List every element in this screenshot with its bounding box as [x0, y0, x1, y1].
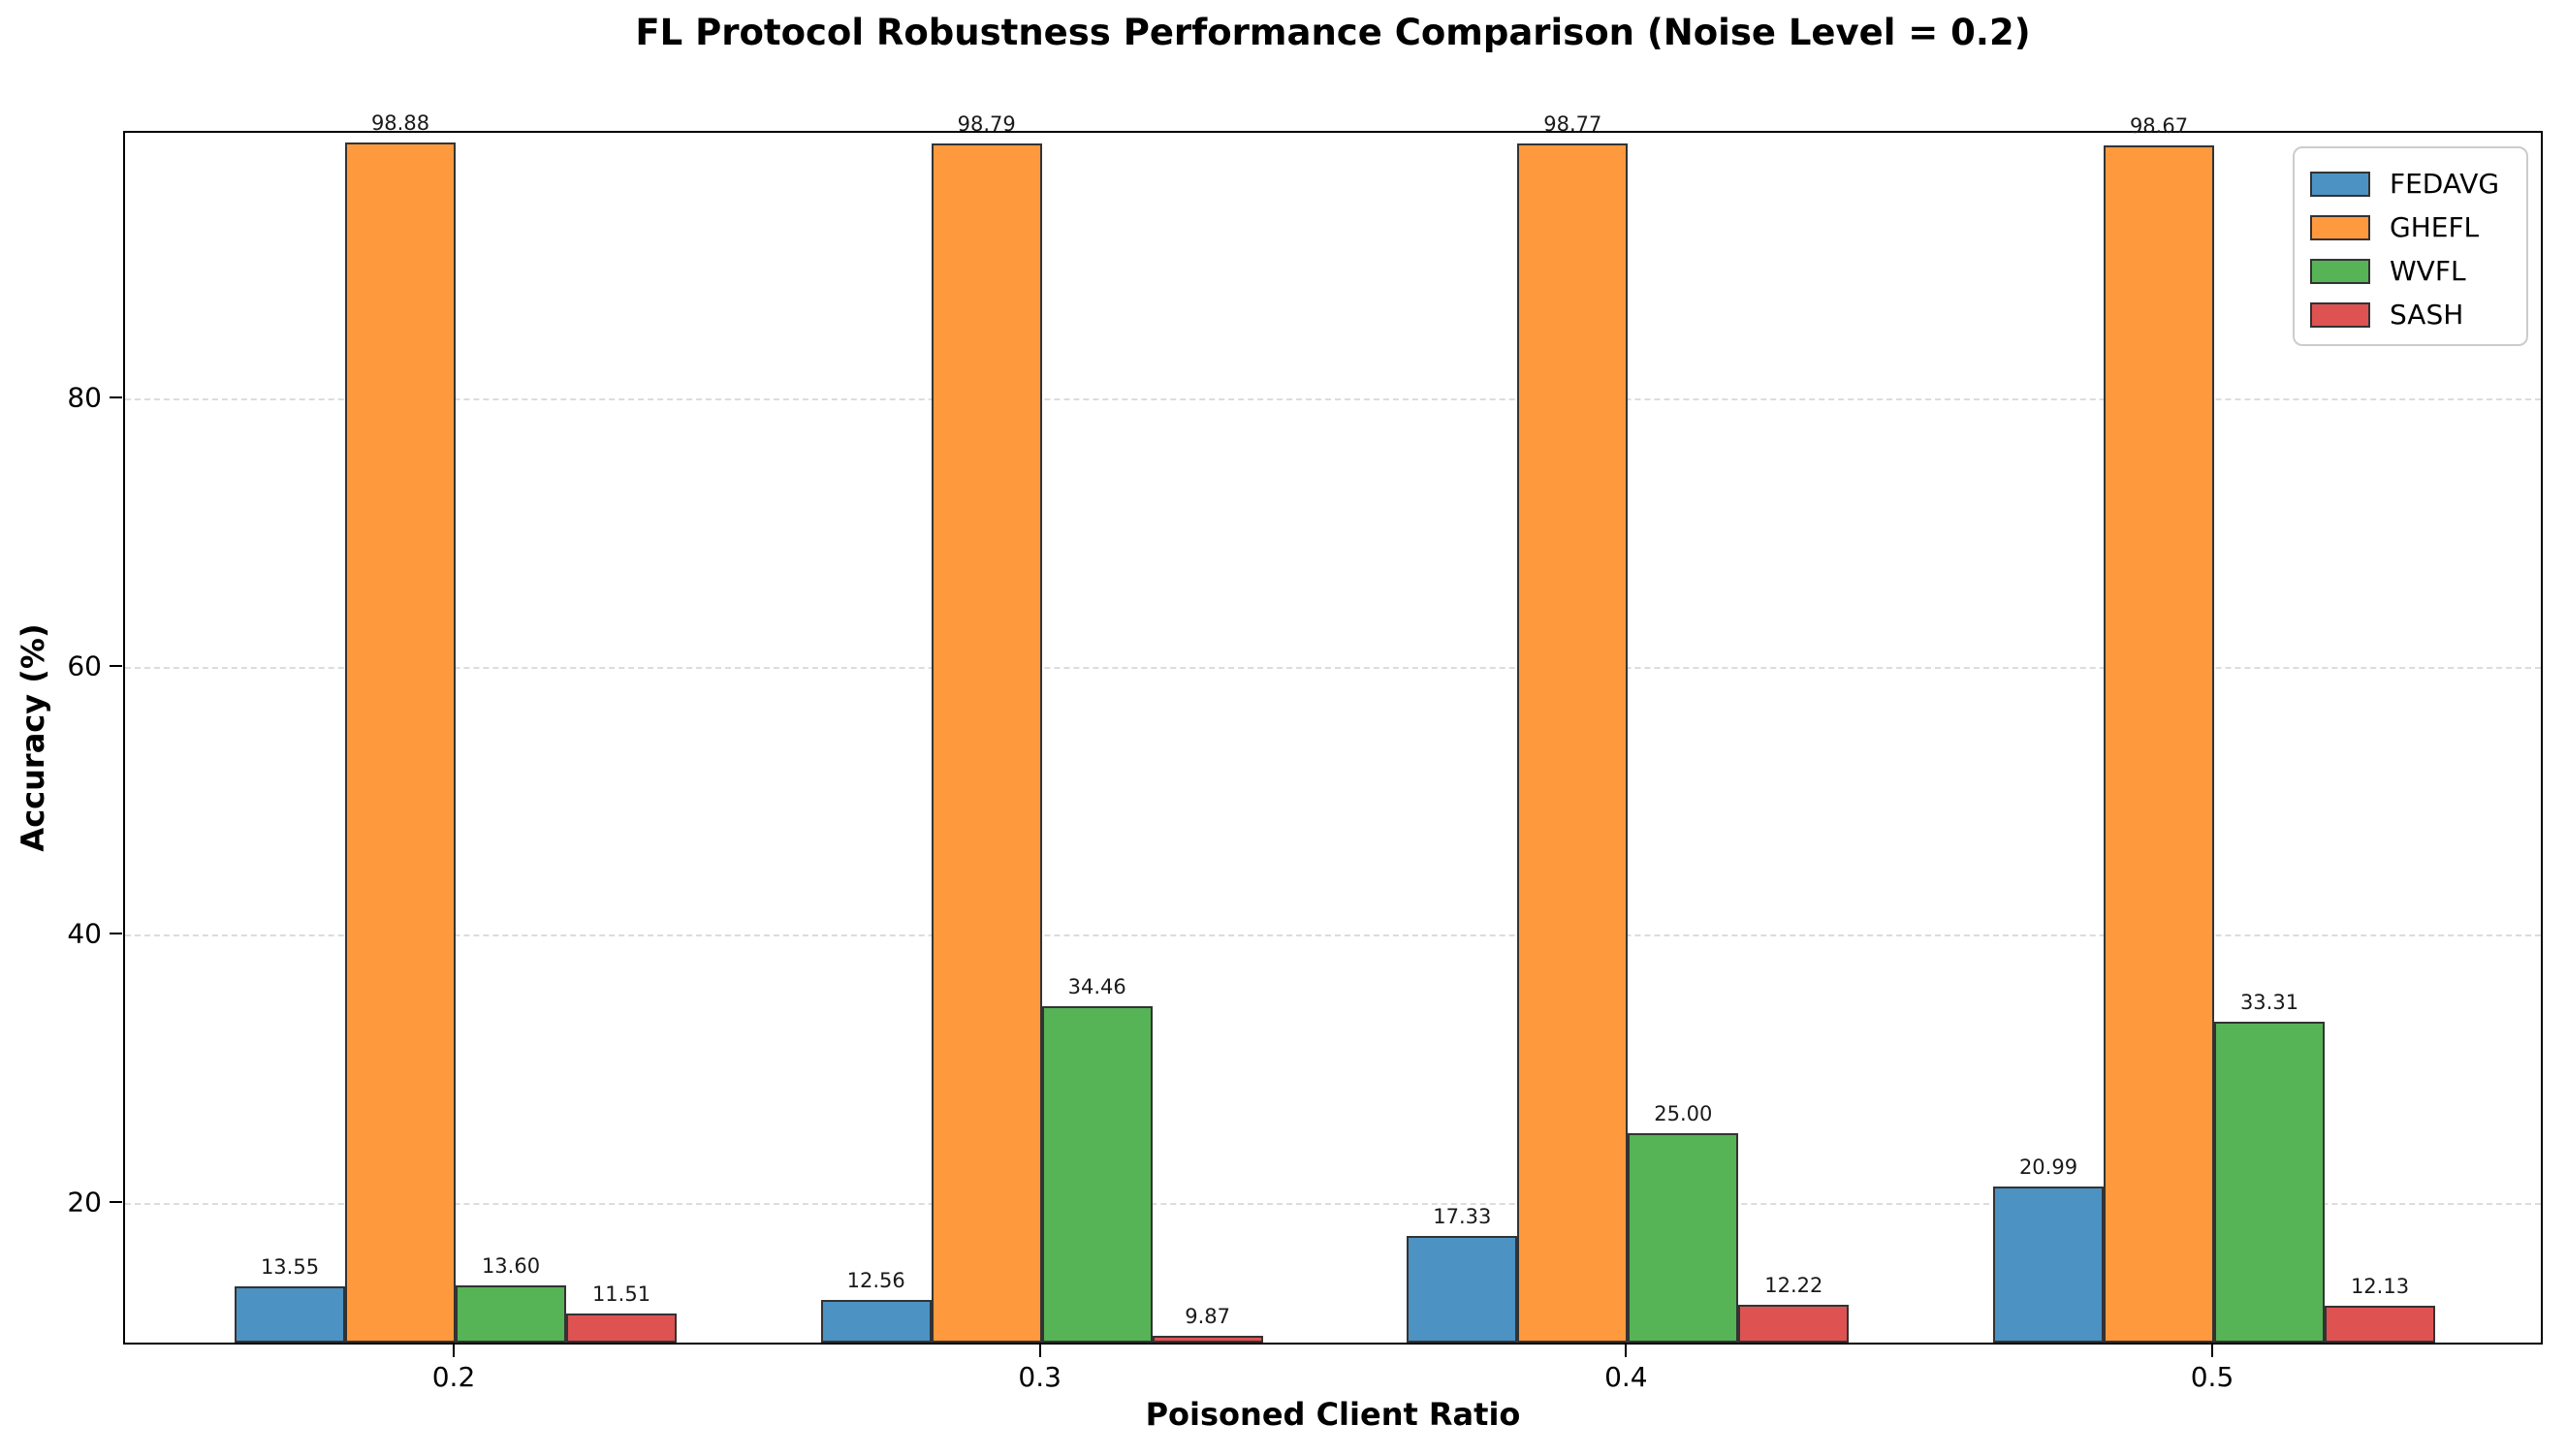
y-tick-mark: [110, 1200, 122, 1203]
bar-value-label: 13.60: [481, 1254, 541, 1279]
bar-value-label: 98.77: [1543, 112, 1602, 137]
y-tick-label: 80: [67, 381, 102, 414]
bar-wvfl-0.3: [1041, 1005, 1153, 1343]
legend-swatch-wvfl: [2310, 258, 2370, 284]
bar-value-label: 98.88: [370, 111, 430, 135]
bar-value-label: 11.51: [591, 1282, 651, 1307]
bar-value-label: 98.67: [2129, 113, 2189, 138]
x-tick-label: 0.5: [2190, 1361, 2234, 1393]
bar-fedavg-0.3: [820, 1299, 932, 1343]
y-tick-label: 40: [67, 917, 102, 950]
x-tick-mark: [453, 1345, 455, 1357]
x-tick-label: 0.2: [431, 1361, 476, 1393]
bar-value-label: 34.46: [1067, 974, 1126, 998]
bar-value-label: 25.00: [1654, 1101, 1713, 1125]
bar-value-label: 33.31: [2239, 990, 2299, 1014]
legend-swatch-fedavg: [2310, 171, 2370, 197]
y-gridline: [125, 666, 2541, 669]
bar-ghefl-0.3: [931, 142, 1042, 1343]
legend-label: SASH: [2390, 298, 2464, 331]
legend-item-fedavg: FEDAVG: [2310, 162, 2526, 206]
x-tick-mark: [1038, 1345, 1041, 1357]
bar-value-label: 13.55: [260, 1255, 320, 1280]
bar-fedavg-0.5: [1993, 1187, 2104, 1343]
bar-value-label: 12.13: [2350, 1274, 2410, 1298]
x-tick-mark: [2211, 1345, 2213, 1357]
bar-value-label: 9.87: [1185, 1305, 1231, 1329]
bar-value-label: 20.99: [2018, 1155, 2078, 1180]
y-tick-mark: [110, 664, 122, 667]
bar-value-label: 98.79: [957, 111, 1016, 136]
y-gridline: [125, 397, 2541, 400]
chart-title: FL Protocol Robustness Performance Compa…: [635, 12, 2031, 53]
bar-ghefl-0.2: [345, 142, 456, 1343]
bar-sash-0.5: [2325, 1305, 2435, 1343]
y-tick-mark: [110, 396, 122, 398]
y-gridline: [125, 934, 2541, 937]
legend-swatch-sash: [2310, 301, 2370, 328]
bar-wvfl-0.2: [456, 1285, 566, 1343]
legend-label: GHEFL: [2390, 210, 2480, 243]
bar-ghefl-0.4: [1517, 143, 1629, 1343]
bar-value-label: 12.56: [846, 1268, 905, 1292]
bar-fedavg-0.4: [1407, 1235, 1518, 1343]
y-tick-mark: [110, 933, 122, 935]
legend-swatch-ghefl: [2310, 214, 2370, 240]
x-tick-label: 0.4: [1604, 1361, 1648, 1393]
bar-sash-0.4: [1738, 1304, 1850, 1343]
legend-label: FEDAVG: [2390, 167, 2500, 200]
y-tick-label: 60: [67, 649, 102, 682]
legend-item-sash: SASH: [2310, 293, 2526, 336]
y-gridline: [125, 1202, 2541, 1205]
bar-wvfl-0.4: [1628, 1132, 1739, 1343]
legend: FEDAVG GHEFL WVFL SASH: [2293, 146, 2528, 346]
y-tick-label: 20: [67, 1186, 102, 1219]
bar-sash-0.3: [1152, 1336, 1263, 1343]
x-tick-label: 0.3: [1018, 1361, 1062, 1393]
bar-wvfl-0.5: [2214, 1021, 2325, 1343]
x-tick-mark: [1625, 1345, 1628, 1357]
plot-area: 13.55 98.88 13.60 11.51 12.56 98.79 34.46 9.87 1…: [123, 111, 2543, 1345]
bar-sash-0.2: [566, 1314, 677, 1343]
legend-label: WVFL: [2390, 254, 2466, 287]
legend-item-ghefl: GHEFL: [2310, 206, 2526, 249]
bar-fedavg-0.2: [235, 1286, 345, 1343]
bar-value-label: 17.33: [1433, 1204, 1492, 1228]
legend-item-wvfl: WVFL: [2310, 249, 2526, 293]
bar-ghefl-0.5: [2104, 144, 2214, 1343]
x-axis-label: Poisoned Client Ratio: [1145, 1396, 1521, 1433]
bar-value-label: 12.22: [1764, 1273, 1823, 1297]
